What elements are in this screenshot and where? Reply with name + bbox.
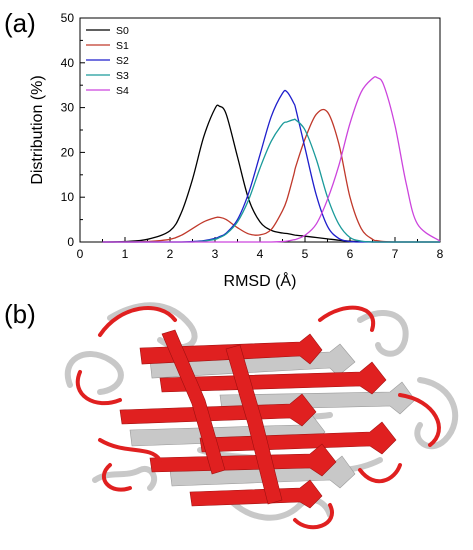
series-line-s1 <box>102 108 440 243</box>
x-tick-label: 0 <box>77 247 84 261</box>
legend-label-s2: S2 <box>116 55 129 67</box>
y-tick-label: 20 <box>61 145 75 159</box>
y-tick-label: 40 <box>61 56 75 70</box>
y-axis-title: Distribution (%) <box>29 75 46 184</box>
legend: S0 S1 S2 S3 S4 <box>86 25 129 97</box>
x-axis-title: RMSD (Å) <box>224 271 297 290</box>
x-tick-label: 6 <box>347 247 354 261</box>
legend-label-s4: S4 <box>116 85 129 97</box>
x-tick-label: 7 <box>392 247 399 261</box>
rmsd-distribution-chart: 0 1 2 3 4 5 6 7 8 0 10 20 30 40 50 S0 S1 S2 S3 S4 RMSD (Å… <box>29 11 444 290</box>
x-tick-label: 3 <box>212 247 219 261</box>
x-tick-label: 5 <box>302 247 309 261</box>
legend-label-s3: S3 <box>116 70 129 82</box>
x-tick-label: 2 <box>167 247 174 261</box>
series-lines <box>102 76 441 243</box>
y-tick-label: 10 <box>61 190 75 204</box>
series-line-s4 <box>102 76 441 243</box>
x-tick-label: 8 <box>437 247 444 261</box>
panel-label-a: (a) <box>4 8 36 38</box>
aligned-structure-strands <box>119 329 397 509</box>
y-tick-label: 30 <box>61 101 75 115</box>
y-tick-label: 50 <box>61 11 75 25</box>
legend-label-s0: S0 <box>116 25 129 37</box>
y-axis-ticks: 0 10 20 30 40 50 <box>61 11 85 249</box>
y-tick-label: 0 <box>67 235 74 249</box>
aligned-structure-loops <box>75 305 441 530</box>
protein-structure-image <box>64 302 459 530</box>
x-tick-label: 1 <box>122 247 129 261</box>
legend-label-s1: S1 <box>116 40 129 52</box>
plot-area-frame <box>79 17 441 243</box>
panel-label-b: (b) <box>4 299 36 329</box>
x-tick-label: 4 <box>257 247 264 261</box>
